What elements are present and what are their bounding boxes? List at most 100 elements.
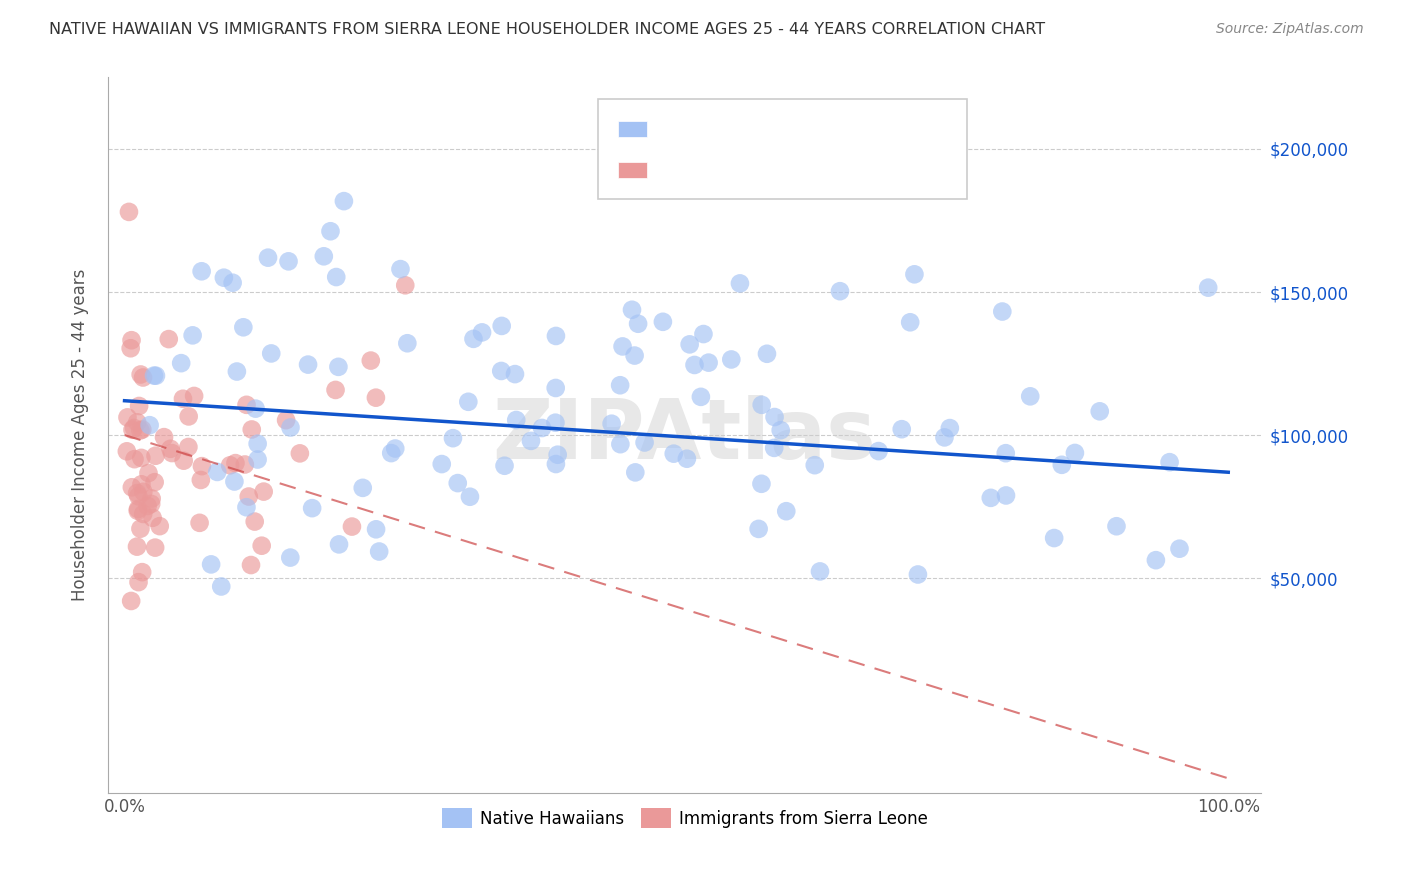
Point [232,320,254,334]
Text: N =: N = [794,161,834,178]
FancyBboxPatch shape [598,99,967,199]
Point [312,249,335,263]
Point [125,540,148,554]
Point [319,224,342,238]
Point [609,378,631,392]
Point [127,486,149,500]
Point [209,579,232,593]
Point [751,398,773,412]
Point [609,437,631,451]
Point [903,268,925,282]
Point [325,383,347,397]
Point [120,341,142,355]
Point [907,567,929,582]
Point [491,364,513,378]
Point [235,398,257,412]
Point [118,205,141,219]
Point [191,459,214,474]
Point [890,422,912,436]
Point [612,339,634,353]
Point [939,421,962,435]
Point [143,368,166,383]
Point [127,502,149,516]
Point [676,451,699,466]
Point [683,358,706,372]
Point [245,401,267,416]
Point [600,417,623,431]
Point [225,365,247,379]
Point [280,420,302,434]
Point [274,413,297,427]
Point [143,541,166,555]
Point [503,367,526,381]
Point [934,430,956,444]
Point [380,446,402,460]
Point [898,315,921,329]
Point [190,264,212,278]
Point [531,421,554,435]
Point [662,447,685,461]
Point [728,277,751,291]
Point [122,421,145,435]
Point [131,477,153,491]
Point [748,522,770,536]
Point [544,457,567,471]
Point [394,278,416,293]
Point [803,458,825,473]
Point [159,442,181,456]
Point [808,565,831,579]
Point [219,458,242,473]
Point [396,336,419,351]
Point [240,558,263,572]
Point [623,349,645,363]
Point [172,392,194,406]
Point [240,422,263,436]
Point [994,446,1017,460]
Point [173,453,195,467]
Point [235,500,257,515]
Point [441,431,464,445]
Point [277,254,299,268]
Point [278,550,301,565]
Point [160,446,183,460]
Point [633,435,655,450]
Point [153,430,176,444]
Point [145,449,167,463]
Y-axis label: Householder Income Ages 25 - 44 years: Householder Income Ages 25 - 44 years [72,268,89,601]
Point [679,337,702,351]
Point [756,347,779,361]
Point [301,501,323,516]
Point [121,423,143,437]
Point [1050,458,1073,472]
Point [328,537,350,551]
Point [1043,531,1066,545]
Point [991,304,1014,318]
Point [763,441,786,455]
Point [238,490,260,504]
Point [447,476,470,491]
Point [183,389,205,403]
Point [246,436,269,450]
Point [1168,541,1191,556]
Point [325,270,347,285]
Point [328,359,350,374]
Point [288,446,311,460]
Point [224,475,246,489]
Point [132,507,155,521]
Point [257,251,280,265]
Point [1088,404,1111,418]
Bar [617,121,647,137]
Text: 66: 66 [841,161,869,178]
Point [980,491,1002,505]
Point [143,475,166,490]
Point [995,488,1018,502]
Point [129,424,152,438]
Point [177,409,200,424]
Point [260,346,283,360]
Point [221,276,243,290]
Bar [617,162,647,178]
Point [1064,446,1087,460]
Point [253,484,276,499]
Point [651,315,673,329]
Text: NATIVE HAWAIIAN VS IMMIGRANTS FROM SIERRA LEONE HOUSEHOLDER INCOME AGES 25 - 44 : NATIVE HAWAIIAN VS IMMIGRANTS FROM SIERR… [49,22,1045,37]
